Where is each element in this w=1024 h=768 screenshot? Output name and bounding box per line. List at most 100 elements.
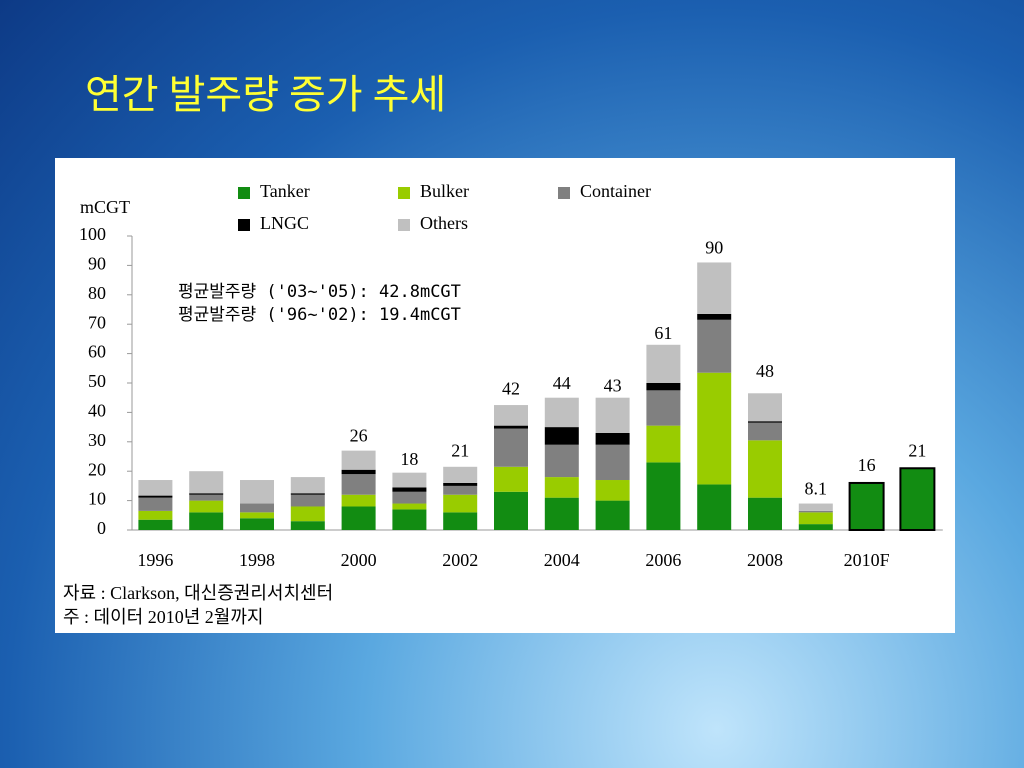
bar-segment <box>697 372 732 485</box>
slide-title: 연간 발주량 증가 추세 <box>85 72 447 117</box>
bar-segment <box>494 425 528 429</box>
y-tick-label: 10 <box>88 489 106 509</box>
bar-segment <box>138 480 173 496</box>
bar-segment <box>392 509 427 530</box>
y-tick-label: 100 <box>79 224 106 244</box>
bar-segment <box>595 432 630 445</box>
bar-segment <box>697 313 732 320</box>
bar-segment <box>748 497 782 530</box>
bar-segment <box>290 477 325 494</box>
legend-label: Tanker <box>260 181 310 201</box>
data-label: 18 <box>400 449 418 469</box>
bar-segment <box>189 512 224 530</box>
bar-segment <box>392 491 427 504</box>
x-tick-label: 2004 <box>544 550 580 570</box>
legend-swatch <box>398 187 410 199</box>
bar-segment <box>748 393 782 422</box>
x-tick-label: 1996 <box>137 550 173 570</box>
y-tick-label: 60 <box>88 342 106 362</box>
bar-segment <box>138 519 173 530</box>
data-label: 44 <box>553 373 571 393</box>
legend-label: Container <box>580 181 651 201</box>
bar-segment <box>392 472 427 488</box>
data-label: 8.1 <box>805 478 828 498</box>
bar-segment <box>240 512 274 519</box>
data-label: 16 <box>858 455 876 475</box>
bar-segment <box>443 466 478 483</box>
bar-segment <box>189 493 224 495</box>
bar-segment <box>290 506 325 522</box>
bar-segment <box>240 503 274 513</box>
bar-segment <box>341 450 376 470</box>
data-label: 43 <box>604 376 622 396</box>
bar-segment <box>646 390 681 426</box>
y-tick-label: 0 <box>97 518 106 538</box>
source-note: 자료 : Clarkson, 대신증권리서치센터 <box>63 583 333 603</box>
bar-segment <box>748 422 782 441</box>
bar-segment <box>494 466 528 492</box>
bar-segment <box>544 397 579 428</box>
bar-segment <box>341 474 376 495</box>
y-tick-label: 40 <box>88 401 106 421</box>
legend-swatch <box>398 219 410 231</box>
y-tick-label: 90 <box>88 254 106 274</box>
x-tick-label: 1998 <box>239 550 275 570</box>
annotation: 평균발주량 ('96~'02): 19.4mCGT <box>178 305 461 325</box>
bar-segment <box>189 494 224 501</box>
bar-segment <box>544 444 579 478</box>
bar-segment <box>341 494 376 507</box>
bar-segment <box>341 469 376 475</box>
bar-segment <box>748 421 782 423</box>
bar-segment <box>899 467 936 532</box>
bar-segment <box>443 482 478 486</box>
bar-segment <box>138 497 173 511</box>
bar-segment <box>798 503 833 511</box>
bar-segment <box>646 462 681 530</box>
bar-segment <box>494 491 528 530</box>
legend-label: LNGC <box>260 213 309 233</box>
bar-segment <box>646 344 681 383</box>
bar-segment <box>443 512 478 530</box>
bar-segment <box>341 506 376 530</box>
bar-segment <box>595 500 630 530</box>
bar-segment <box>392 503 427 510</box>
data-label: 42 <box>502 379 520 399</box>
source-note: 주 : 데이터 2010년 2월까지 <box>63 607 263 627</box>
bar-segment <box>240 518 274 530</box>
bar-segment <box>798 510 833 513</box>
data-label: 61 <box>654 323 672 343</box>
data-label: 21 <box>451 440 469 460</box>
bar-segment <box>443 485 478 495</box>
legend-swatch <box>558 187 570 199</box>
bar-segment <box>646 383 681 391</box>
bar-segment <box>443 494 478 513</box>
y-axis-label: mCGT <box>80 197 130 217</box>
bar-segment <box>595 397 630 433</box>
y-tick-label: 70 <box>88 312 106 332</box>
bar-segment <box>494 405 528 426</box>
bar-segment <box>595 480 630 501</box>
bar-segment <box>290 494 325 507</box>
x-tick-label: 2010F <box>844 550 890 570</box>
bar-segment <box>290 521 325 530</box>
x-tick-label: 2006 <box>645 550 681 570</box>
bar-segment <box>697 262 732 314</box>
y-tick-label: 80 <box>88 283 106 303</box>
bar-segment <box>848 481 885 531</box>
bar-segment <box>392 487 427 492</box>
bar-segment <box>189 471 224 494</box>
legend-swatch <box>238 187 250 199</box>
bar-segment <box>138 495 173 498</box>
bar-segment <box>189 500 224 513</box>
y-tick-label: 50 <box>88 371 106 391</box>
bar-segment <box>646 425 681 463</box>
x-tick-label: 2002 <box>442 550 478 570</box>
bar-segment <box>544 427 579 445</box>
bar-segment <box>697 319 732 373</box>
bar-segment <box>798 524 833 530</box>
data-label: 26 <box>350 426 368 446</box>
legend-label: Bulker <box>420 181 469 201</box>
bar-segment <box>544 497 579 530</box>
bar-segment <box>494 428 528 467</box>
